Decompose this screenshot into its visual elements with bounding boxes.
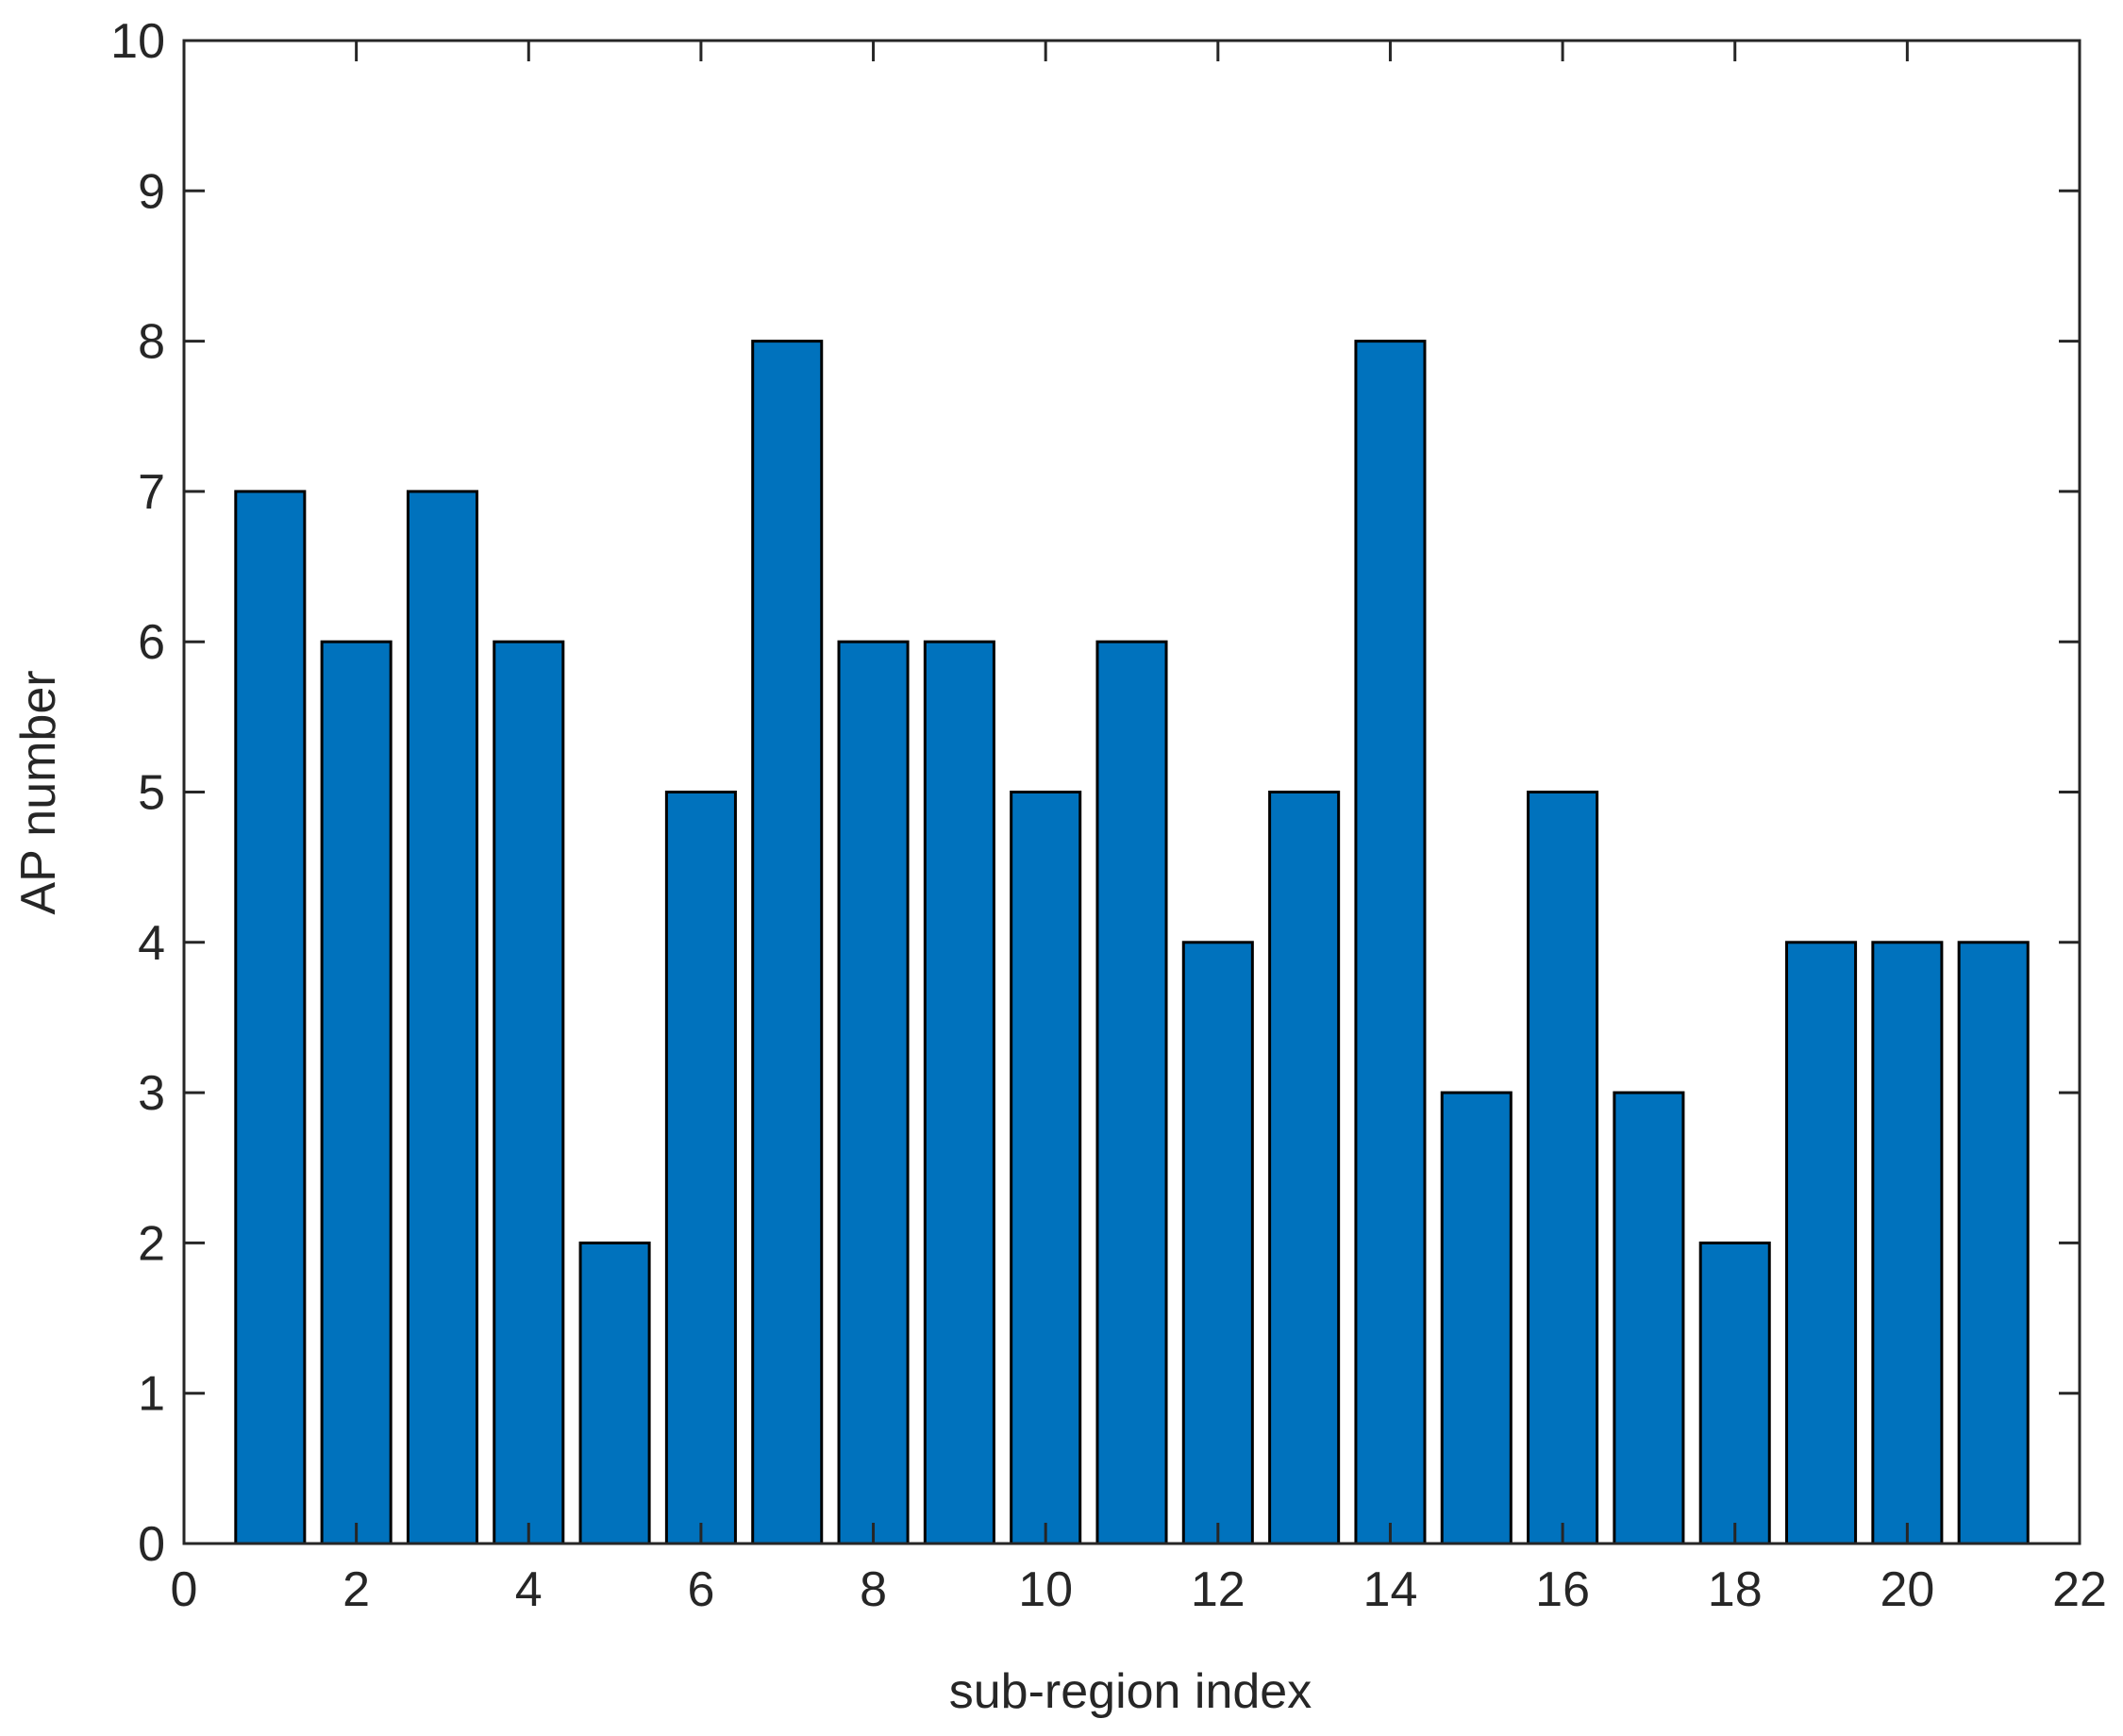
bar: [578, 1241, 651, 1545]
bar: [1957, 941, 2030, 1545]
y-tick-label: 5: [138, 766, 165, 821]
bar: [406, 490, 478, 1545]
bar: [1785, 941, 1858, 1545]
x-tick-label: 18: [1708, 1562, 1763, 1617]
y-tick-label: 3: [138, 1066, 165, 1121]
y-tick-label: 8: [138, 315, 165, 370]
x-tick-label: 14: [1363, 1562, 1418, 1617]
x-tick-label: 8: [860, 1562, 887, 1617]
y-tick-label: 1: [138, 1367, 165, 1422]
x-tick-label: 10: [1018, 1562, 1073, 1617]
x-tick-label: 0: [171, 1562, 198, 1617]
x-axis-label: sub-region index: [949, 1664, 1312, 1719]
bar: [1527, 791, 1599, 1545]
bar: [837, 640, 910, 1545]
bar: [493, 640, 565, 1545]
y-tick-label: 7: [138, 465, 165, 520]
bar: [1181, 941, 1254, 1545]
bar: [1698, 1241, 1771, 1545]
y-tick-label: 0: [138, 1517, 165, 1572]
y-axis-label: AP number: [11, 670, 66, 914]
x-tick-label: 4: [515, 1562, 543, 1617]
bar: [1095, 640, 1168, 1545]
bar: [1440, 1091, 1513, 1545]
bar: [923, 640, 995, 1545]
x-tick-label: 16: [1535, 1562, 1590, 1617]
bar: [1613, 1091, 1685, 1545]
bar: [751, 340, 824, 1545]
x-tick-label: 22: [2052, 1562, 2107, 1617]
x-tick-label: 20: [1880, 1562, 1934, 1617]
bar: [1010, 791, 1082, 1545]
x-tick-label: 2: [343, 1562, 370, 1617]
y-tick-label: 6: [138, 615, 165, 670]
bar: [234, 490, 307, 1545]
x-tick-label: 6: [687, 1562, 714, 1617]
x-tick-label: 12: [1191, 1562, 1245, 1617]
bar: [664, 791, 737, 1545]
y-tick-label: 10: [110, 14, 165, 69]
y-tick-label: 9: [138, 164, 165, 219]
bar: [1268, 791, 1341, 1545]
y-tick-label: 4: [138, 916, 165, 971]
bar: [1871, 941, 1944, 1545]
bar: [1354, 340, 1427, 1545]
y-tick-label: 2: [138, 1216, 165, 1271]
bar: [320, 640, 393, 1545]
